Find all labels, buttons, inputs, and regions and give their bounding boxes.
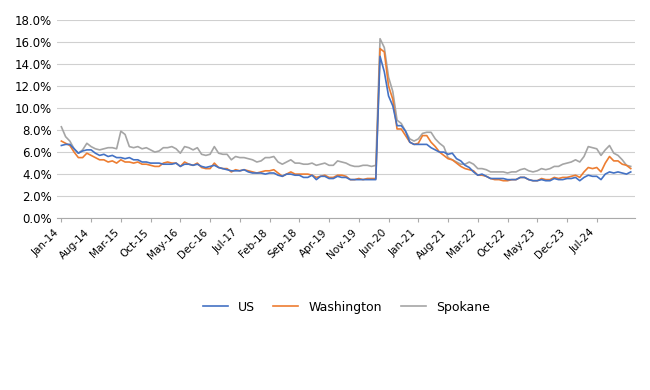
Washington [57, 139, 65, 144]
Spokane [597, 153, 605, 158]
US [359, 177, 367, 182]
US [559, 177, 567, 182]
US [627, 170, 634, 174]
Spokane [504, 171, 512, 176]
Legend: US, Washington, Spokane: US, Washington, Spokane [198, 296, 495, 319]
Spokane [189, 147, 197, 152]
Washington [597, 170, 605, 174]
Line: Spokane: Spokane [61, 39, 630, 173]
Spokane [57, 124, 65, 129]
Line: US: US [61, 56, 630, 181]
Spokane [470, 162, 478, 167]
Spokane [376, 36, 384, 41]
Spokane [359, 163, 367, 168]
Line: Washington: Washington [61, 49, 630, 181]
Washington [627, 166, 634, 171]
US [189, 163, 197, 168]
US [529, 178, 537, 183]
Washington [470, 168, 478, 173]
Washington [376, 46, 384, 51]
US [597, 177, 605, 182]
Washington [359, 177, 367, 182]
Washington [559, 175, 567, 180]
Washington [385, 84, 393, 89]
US [57, 143, 65, 148]
Washington [499, 178, 507, 183]
Spokane [627, 164, 634, 169]
Washington [189, 163, 197, 168]
US [376, 54, 384, 58]
US [385, 94, 393, 98]
Spokane [385, 75, 393, 80]
US [470, 170, 478, 174]
Spokane [559, 162, 567, 167]
